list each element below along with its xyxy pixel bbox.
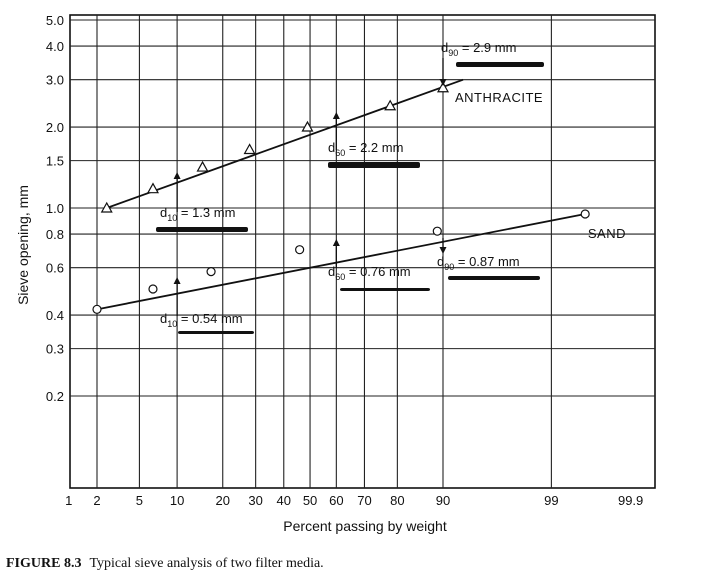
series-label-sand: SAND <box>588 226 626 241</box>
y-tick-label: 2.0 <box>46 120 64 135</box>
annotation-arrowhead <box>332 239 340 246</box>
annotation-sand-d60: d60 = 0.76 mm <box>328 264 411 282</box>
annotation-underline <box>178 331 254 334</box>
series-line-anthracite <box>106 78 464 209</box>
data-point-anthracite <box>384 99 397 111</box>
x-tick-label: 30 <box>248 493 262 508</box>
annotations-group: d10 = 1.3 mm d60 = 2.2 mm d90 = 2.9 mm d10 … <box>156 40 544 334</box>
x-tick-labels: 1 2 5 10 20 30 40 50 60 70 80 90 99 99.9 <box>65 493 643 508</box>
y-tick-label: 3.0 <box>46 73 64 88</box>
x-tick-label: 5 <box>136 493 143 508</box>
annotation-arrowhead <box>173 172 181 179</box>
annotation-arrowhead <box>439 79 447 86</box>
data-point-sand <box>295 245 305 255</box>
y-tick-label: 5.0 <box>46 13 64 28</box>
y-tick-label: 0.3 <box>46 342 64 357</box>
x-tick-label: 60 <box>329 493 343 508</box>
x-tick-label: 99.9 <box>618 493 643 508</box>
x-tick-label: 1 <box>65 493 72 508</box>
figure-caption: FIGURE 8.3 Typical sieve analysis of two … <box>6 556 324 572</box>
plot-frame <box>69 14 656 489</box>
annotation-anth-d10: d10 = 1.3 mm <box>160 205 235 223</box>
x-tick-label: 20 <box>216 493 230 508</box>
grid <box>69 14 656 489</box>
data-point-anthracite <box>243 143 256 155</box>
x-tick-label: 99 <box>544 493 558 508</box>
y-tick-labels: 5.0 4.0 3.0 2.0 1.5 1.0 0.8 0.6 0.4 0.3 0.2 <box>46 13 64 404</box>
y-tick-label: 4.0 <box>46 39 64 54</box>
annotation-arrowhead <box>439 247 447 254</box>
x-tick-label: 80 <box>390 493 404 508</box>
annotation-arrowhead <box>332 112 340 119</box>
annotation-anth-d90: d90 = 2.9 mm <box>441 40 516 58</box>
annotation-sand-d10: d10 = 0.54 mm <box>160 311 243 329</box>
data-point-anthracite <box>436 81 450 93</box>
annotation-underline <box>328 162 420 168</box>
y-tick-label: 1.5 <box>46 154 64 169</box>
data-point-sand <box>432 226 442 236</box>
annotation-underline <box>156 227 248 232</box>
x-tick-label: 40 <box>277 493 291 508</box>
data-point-sand <box>580 209 590 219</box>
series-line-sand <box>96 213 586 311</box>
x-tick-label: 90 <box>436 493 450 508</box>
series-group: ANTHRACITE SAND <box>92 78 626 314</box>
data-point-sand <box>206 267 216 277</box>
figure-caption-text: Typical sieve analysis of two filter med… <box>89 556 324 571</box>
annotation-anth-d60: d60 = 2.2 mm <box>328 140 403 158</box>
x-axis-label: Percent passing by weight <box>283 518 447 534</box>
series-label-anthracite: ANTHRACITE <box>455 90 543 105</box>
annotation-underline <box>340 288 430 291</box>
y-axis-label: Sieve opening, mm <box>15 185 31 305</box>
data-point-anthracite <box>301 120 314 132</box>
data-point-anthracite <box>100 201 113 213</box>
x-tick-label: 50 <box>303 493 317 508</box>
data-point-sand <box>148 284 158 294</box>
y-tick-label: 0.4 <box>46 308 64 323</box>
annotation-underline <box>456 62 544 67</box>
data-point-anthracite <box>196 160 209 172</box>
x-tick-label: 2 <box>93 493 100 508</box>
y-tick-label: 1.0 <box>46 201 64 216</box>
x-tick-label: 70 <box>357 493 371 508</box>
annotation-underline <box>448 276 540 280</box>
y-tick-label: 0.6 <box>46 261 64 276</box>
y-tick-label: 0.8 <box>46 227 64 242</box>
x-tick-label: 10 <box>170 493 184 508</box>
data-point-anthracite <box>146 182 160 194</box>
y-tick-label: 0.2 <box>46 389 64 404</box>
annotation-arrowhead <box>173 277 181 284</box>
annotation-sand-d90: d90 = 0.87 mm <box>437 254 520 272</box>
data-point-sand <box>92 304 102 314</box>
figure-caption-label: FIGURE 8.3 <box>6 556 82 571</box>
